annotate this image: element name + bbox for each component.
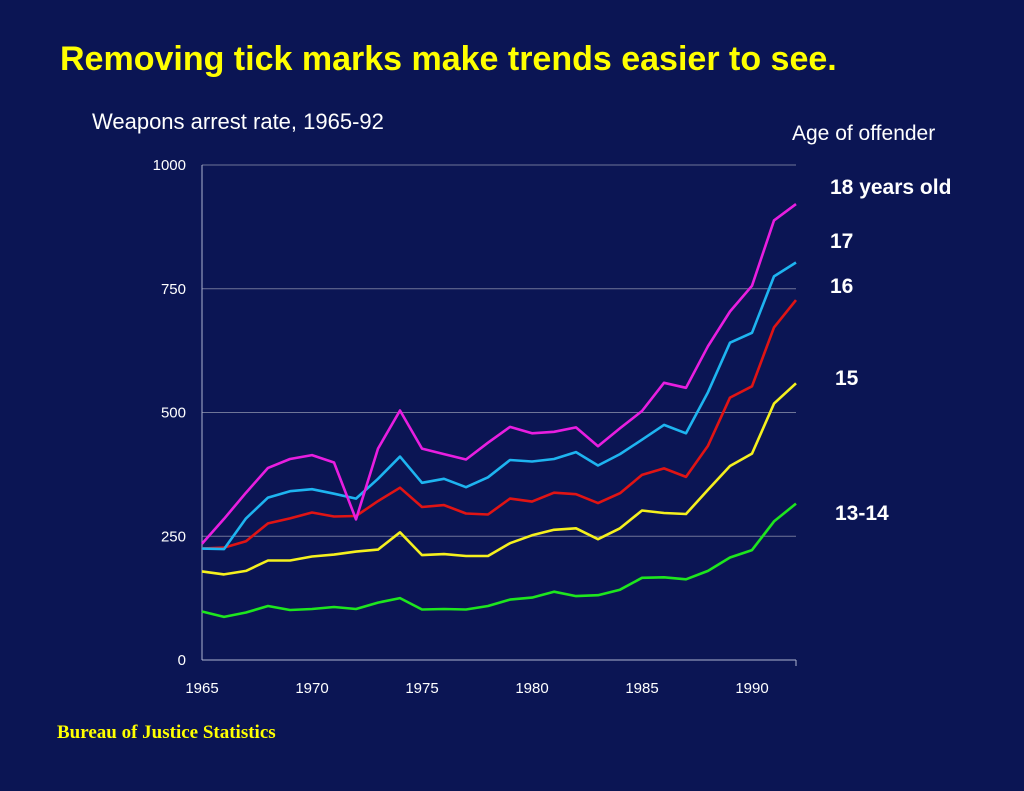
series-line-16 <box>201 299 798 550</box>
y-tick-label-0: 0 <box>178 652 186 669</box>
y-tick-label-500: 500 <box>161 405 186 422</box>
y-tick-label-1000: 1000 <box>153 157 186 174</box>
series-label-15: 15 <box>835 367 859 390</box>
series-label-13-14: 13-14 <box>835 502 889 525</box>
series-line-13-14 <box>201 502 797 619</box>
series-line-15 <box>201 382 797 576</box>
series-label-16: 16 <box>830 275 854 298</box>
legend-title: Age of offender <box>792 122 936 145</box>
source-credit: Bureau of Justice Statistics <box>57 722 276 743</box>
x-tick-label-1975: 1975 <box>405 680 438 697</box>
x-tick-label-1980: 1980 <box>515 680 548 697</box>
chart-title: Weapons arrest rate, 1965-92 <box>92 109 384 134</box>
x-tick-label-1990: 1990 <box>735 680 768 697</box>
series-label-18: 18 years old <box>830 176 952 199</box>
x-tick-label-1985: 1985 <box>625 680 658 697</box>
y-tick-label-750: 750 <box>161 281 186 298</box>
series-line-17 <box>201 261 797 551</box>
slide-title: Removing tick marks make trends easier t… <box>60 40 837 78</box>
y-tick-label-250: 250 <box>161 528 186 545</box>
x-tick-label-1970: 1970 <box>295 680 328 697</box>
x-tick-label-1965: 1965 <box>185 680 218 697</box>
series-label-17: 17 <box>830 230 854 253</box>
series-line-18-years-old <box>201 203 797 545</box>
